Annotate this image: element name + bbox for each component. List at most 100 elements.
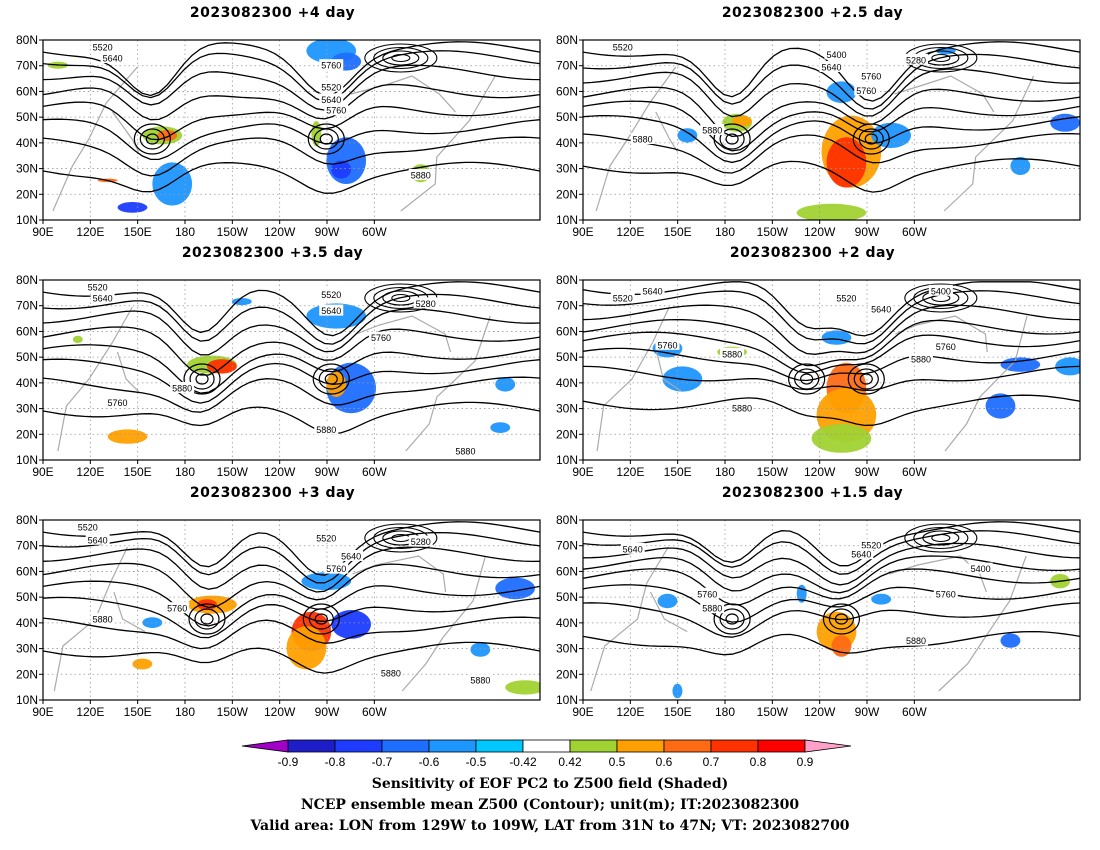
sensitivity-shading <box>821 330 852 345</box>
z500-closed-contour <box>852 123 890 155</box>
lat-tick-label: 40N <box>16 136 38 150</box>
contour-label-bg <box>105 396 130 408</box>
z500-contour <box>583 318 1080 367</box>
z500-closed-contour <box>828 608 855 630</box>
contour-label: 5880 <box>455 447 475 457</box>
z500-closed-contour <box>145 133 159 145</box>
contour-label: 5520 <box>321 290 341 300</box>
contour-label-bg <box>854 84 879 96</box>
z500-contour <box>583 365 1080 392</box>
lat-tick-label: 70N <box>556 299 578 313</box>
lon-tick-label: 150E <box>664 225 692 239</box>
colorbar-tick-label: 0.42 <box>558 755 582 768</box>
z500-closed-contour <box>189 368 215 390</box>
contour-label-bg <box>85 281 110 293</box>
contour-label: 5520 <box>613 294 633 304</box>
z500-closed-contour <box>725 133 739 145</box>
sensitivity-shading <box>985 393 1016 419</box>
contour-label: 5880 <box>702 126 722 136</box>
contour-label: 5280 <box>416 299 436 309</box>
contour-label: 5520 <box>836 294 856 304</box>
lon-tick-label: 180 <box>715 705 735 719</box>
sensitivity-shading <box>286 626 327 670</box>
z500-contour <box>583 542 1080 586</box>
contour-label: 5280 <box>411 537 431 547</box>
z500-contour <box>583 630 1080 656</box>
z500-closed-contour <box>314 613 328 625</box>
z500-closed-contour <box>318 368 344 390</box>
z500-contour <box>43 616 540 650</box>
lon-tick-label: 60W <box>902 465 927 479</box>
lon-tick-label: 150E <box>664 465 692 479</box>
z500-closed-contour <box>859 373 873 385</box>
contour-label: 5280 <box>906 55 926 65</box>
contour-label: 5520 <box>93 43 113 53</box>
plot-background <box>583 520 1080 700</box>
contour-label-bg <box>100 52 125 63</box>
z500-closed-contour <box>324 373 338 385</box>
z500-contour <box>583 100 1080 152</box>
lat-tick-label: 10N <box>16 453 38 467</box>
lon-tick-label: 90W <box>315 705 340 719</box>
contour-label-bg <box>408 169 433 180</box>
lon-tick-label: 120W <box>264 465 296 479</box>
contour-label: 5880 <box>633 135 653 145</box>
lat-tick-label: 30N <box>16 402 38 416</box>
lat-tick-label: 60N <box>556 324 578 338</box>
map-plot: 5520 5640 5520 5640 5400 5760 5880 5760 5880 5880… <box>556 273 1081 479</box>
lat-tick-label: 20N <box>16 187 38 201</box>
z500-closed-contour <box>194 608 220 630</box>
contour-label: 5880 <box>316 425 336 435</box>
contour-label-bg <box>319 80 344 92</box>
lon-tick-label: 60W <box>362 225 387 239</box>
map-panel-4: 2023082300 +2 day 5520 5640 5520 5640 5400 57… <box>540 245 1085 485</box>
lon-tick-label: 90W <box>855 225 880 239</box>
lat-tick-label: 10N <box>556 453 578 467</box>
colorbar-left-arrow <box>241 739 289 753</box>
sensitivity-shading <box>301 572 352 591</box>
map-panel-6: 2023082300 +1.5 day 5640 5520 5640 5400 5760… <box>540 485 1085 725</box>
lon-tick-label: 150E <box>124 465 152 479</box>
contour-label-bg <box>730 401 755 413</box>
colorbar-swatch <box>663 739 712 753</box>
lat-tick-label: 80N <box>556 513 578 527</box>
contour-label: 5880 <box>172 384 192 394</box>
lon-tick-label: 120W <box>804 705 836 719</box>
z500-contour <box>43 546 540 593</box>
contour-label: 5520 <box>78 523 98 533</box>
coastline <box>590 546 1027 692</box>
sensitivity-shading <box>495 577 536 600</box>
colorbar-swatch <box>616 739 665 753</box>
lat-tick-label: 60N <box>16 324 38 338</box>
z500-closed-contour <box>133 123 171 155</box>
colorbar-tick-label: 0.9 <box>797 755 814 768</box>
lon-tick-label: 120E <box>616 705 644 719</box>
colorbar-swatch <box>334 739 383 753</box>
map-panel-5: 2023082300 +3 day 5520 5640 5520 5640 5280 57… <box>0 485 545 725</box>
contour-label-bg <box>933 587 958 599</box>
map-plot: 5400 5280 5520 5640 5760 5760 5880 5880 80N 70N 60… <box>556 33 1081 239</box>
panel-title: 2023082300 +4 day <box>189 5 356 21</box>
z500-closed-contour <box>788 363 826 395</box>
lat-tick-label: 80N <box>556 273 578 287</box>
z500-closed-contour <box>312 363 350 395</box>
z500-contour <box>583 132 1080 174</box>
lon-tick-label: 90W <box>855 705 880 719</box>
colorbar-swatch <box>757 739 806 753</box>
contour-label: 5760 <box>326 106 346 116</box>
z500-closed-contour <box>800 373 814 385</box>
z500-contour <box>583 555 1080 594</box>
contour-label-bg <box>90 613 115 624</box>
contour-label-bg <box>314 423 339 435</box>
contour-label-bg <box>859 70 884 81</box>
contour-label-bg <box>324 104 349 116</box>
lat-tick-label: 40N <box>556 136 578 150</box>
lon-tick-label: 120W <box>264 705 296 719</box>
contour-label-bg <box>90 41 115 53</box>
colorbar-right-arrow <box>804 739 852 753</box>
z500-closed-contour <box>391 53 411 63</box>
sensitivity-shading <box>871 122 912 148</box>
plot-frame <box>582 39 1081 221</box>
contour-label: 5880 <box>702 604 722 614</box>
lat-tick-label: 30N <box>16 162 38 176</box>
